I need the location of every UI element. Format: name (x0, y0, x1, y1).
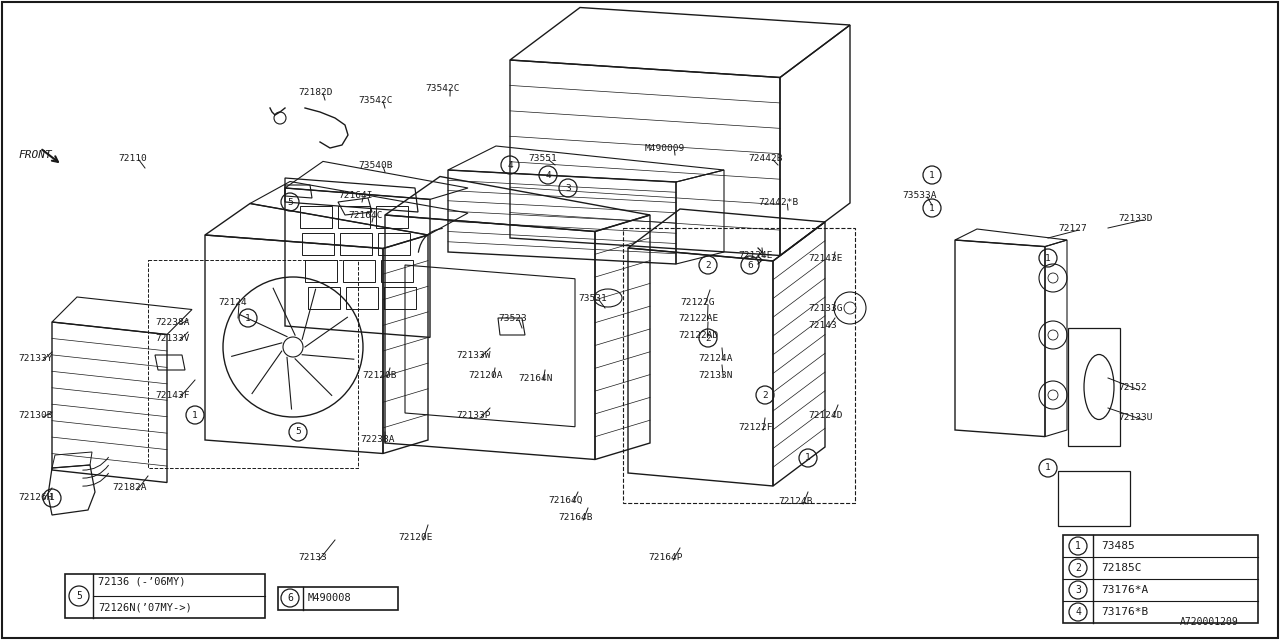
Text: 73542C: 73542C (358, 95, 393, 104)
Text: 72124D: 72124D (808, 410, 842, 419)
Text: 72120A: 72120A (468, 371, 503, 380)
Text: 72143: 72143 (808, 321, 837, 330)
Text: 3: 3 (566, 184, 571, 193)
Text: 72238A: 72238A (360, 435, 394, 445)
Text: 72122AD: 72122AD (678, 330, 718, 339)
Text: 72124: 72124 (218, 298, 247, 307)
Text: 72124E: 72124E (739, 250, 773, 259)
Text: 72164C: 72164C (348, 211, 383, 220)
Text: 5: 5 (76, 591, 82, 601)
Text: 72182A: 72182A (113, 483, 146, 493)
Text: 1: 1 (805, 454, 810, 463)
Text: M490009: M490009 (645, 143, 685, 152)
Text: 72133Y: 72133Y (18, 353, 52, 362)
Text: 72164P: 72164P (648, 554, 682, 563)
Text: 1: 1 (929, 204, 934, 212)
Text: 2: 2 (1075, 563, 1080, 573)
Text: 73542C: 73542C (425, 83, 460, 93)
Text: 73531: 73531 (579, 294, 607, 303)
Text: 4: 4 (1075, 607, 1080, 617)
Text: 72126H: 72126H (18, 493, 52, 502)
Text: FRONT: FRONT (18, 150, 51, 160)
Text: 72133N: 72133N (698, 371, 732, 380)
Text: 72124B: 72124B (778, 497, 813, 506)
Text: 72133U: 72133U (1117, 413, 1152, 422)
Text: 5: 5 (296, 428, 301, 436)
Text: 72122F: 72122F (739, 424, 773, 433)
Text: M490008: M490008 (308, 593, 352, 603)
Text: 72124A: 72124A (698, 353, 732, 362)
Text: 1: 1 (1075, 541, 1080, 551)
Text: 72133D: 72133D (1117, 214, 1152, 223)
Text: 72110: 72110 (118, 154, 147, 163)
Text: 73551: 73551 (529, 154, 557, 163)
Text: 1: 1 (1046, 463, 1051, 472)
Text: 1: 1 (929, 170, 934, 179)
Text: 72127: 72127 (1059, 223, 1087, 232)
Text: 72164N: 72164N (518, 374, 553, 383)
Text: 72136 (-’06MY): 72136 (-’06MY) (99, 577, 186, 587)
Text: 72130B: 72130B (18, 410, 52, 419)
Text: 72164I: 72164I (338, 191, 372, 200)
Text: 73523: 73523 (498, 314, 527, 323)
Text: 1: 1 (192, 410, 198, 419)
Text: 6: 6 (287, 593, 293, 603)
Text: 72164B: 72164B (558, 513, 593, 522)
Text: 72120E: 72120E (398, 534, 433, 543)
Text: 3: 3 (1075, 585, 1080, 595)
Text: 72442B: 72442B (748, 154, 782, 163)
Text: 4: 4 (507, 161, 513, 170)
Text: 72238A: 72238A (155, 317, 189, 326)
Text: 72133: 72133 (298, 554, 326, 563)
Text: 72126N(’07MY->): 72126N(’07MY->) (99, 603, 192, 613)
Text: 73485: 73485 (1101, 541, 1135, 551)
Text: 72122AE: 72122AE (678, 314, 718, 323)
Text: 2: 2 (705, 260, 710, 269)
Text: 2: 2 (762, 390, 768, 399)
Text: 1: 1 (1046, 253, 1051, 262)
Text: 4: 4 (545, 170, 550, 179)
Text: 72164Q: 72164Q (548, 495, 582, 504)
Text: 1: 1 (246, 314, 251, 323)
Text: A720001209: A720001209 (1180, 617, 1239, 627)
Text: 72133W: 72133W (456, 351, 490, 360)
Text: 72143F: 72143F (155, 390, 189, 399)
Text: 73533A: 73533A (902, 191, 937, 200)
Text: 72133P: 72133P (456, 410, 490, 419)
Text: 72143E: 72143E (808, 253, 842, 262)
Text: 73176*A: 73176*A (1101, 585, 1148, 595)
Text: 73176*B: 73176*B (1101, 607, 1148, 617)
Text: 72182D: 72182D (298, 88, 333, 97)
Text: 72120B: 72120B (362, 371, 397, 380)
Text: 72442*B: 72442*B (758, 198, 799, 207)
Text: 1: 1 (49, 493, 55, 502)
Text: 5: 5 (287, 198, 293, 207)
Text: 72122G: 72122G (680, 298, 714, 307)
Text: 72185C: 72185C (1101, 563, 1142, 573)
Text: 6: 6 (748, 260, 753, 269)
Text: 72133V: 72133V (155, 333, 189, 342)
Text: 2: 2 (705, 333, 710, 342)
Text: 72133G: 72133G (808, 303, 842, 312)
Text: 72152: 72152 (1117, 383, 1147, 392)
Text: 73540B: 73540B (358, 161, 393, 170)
